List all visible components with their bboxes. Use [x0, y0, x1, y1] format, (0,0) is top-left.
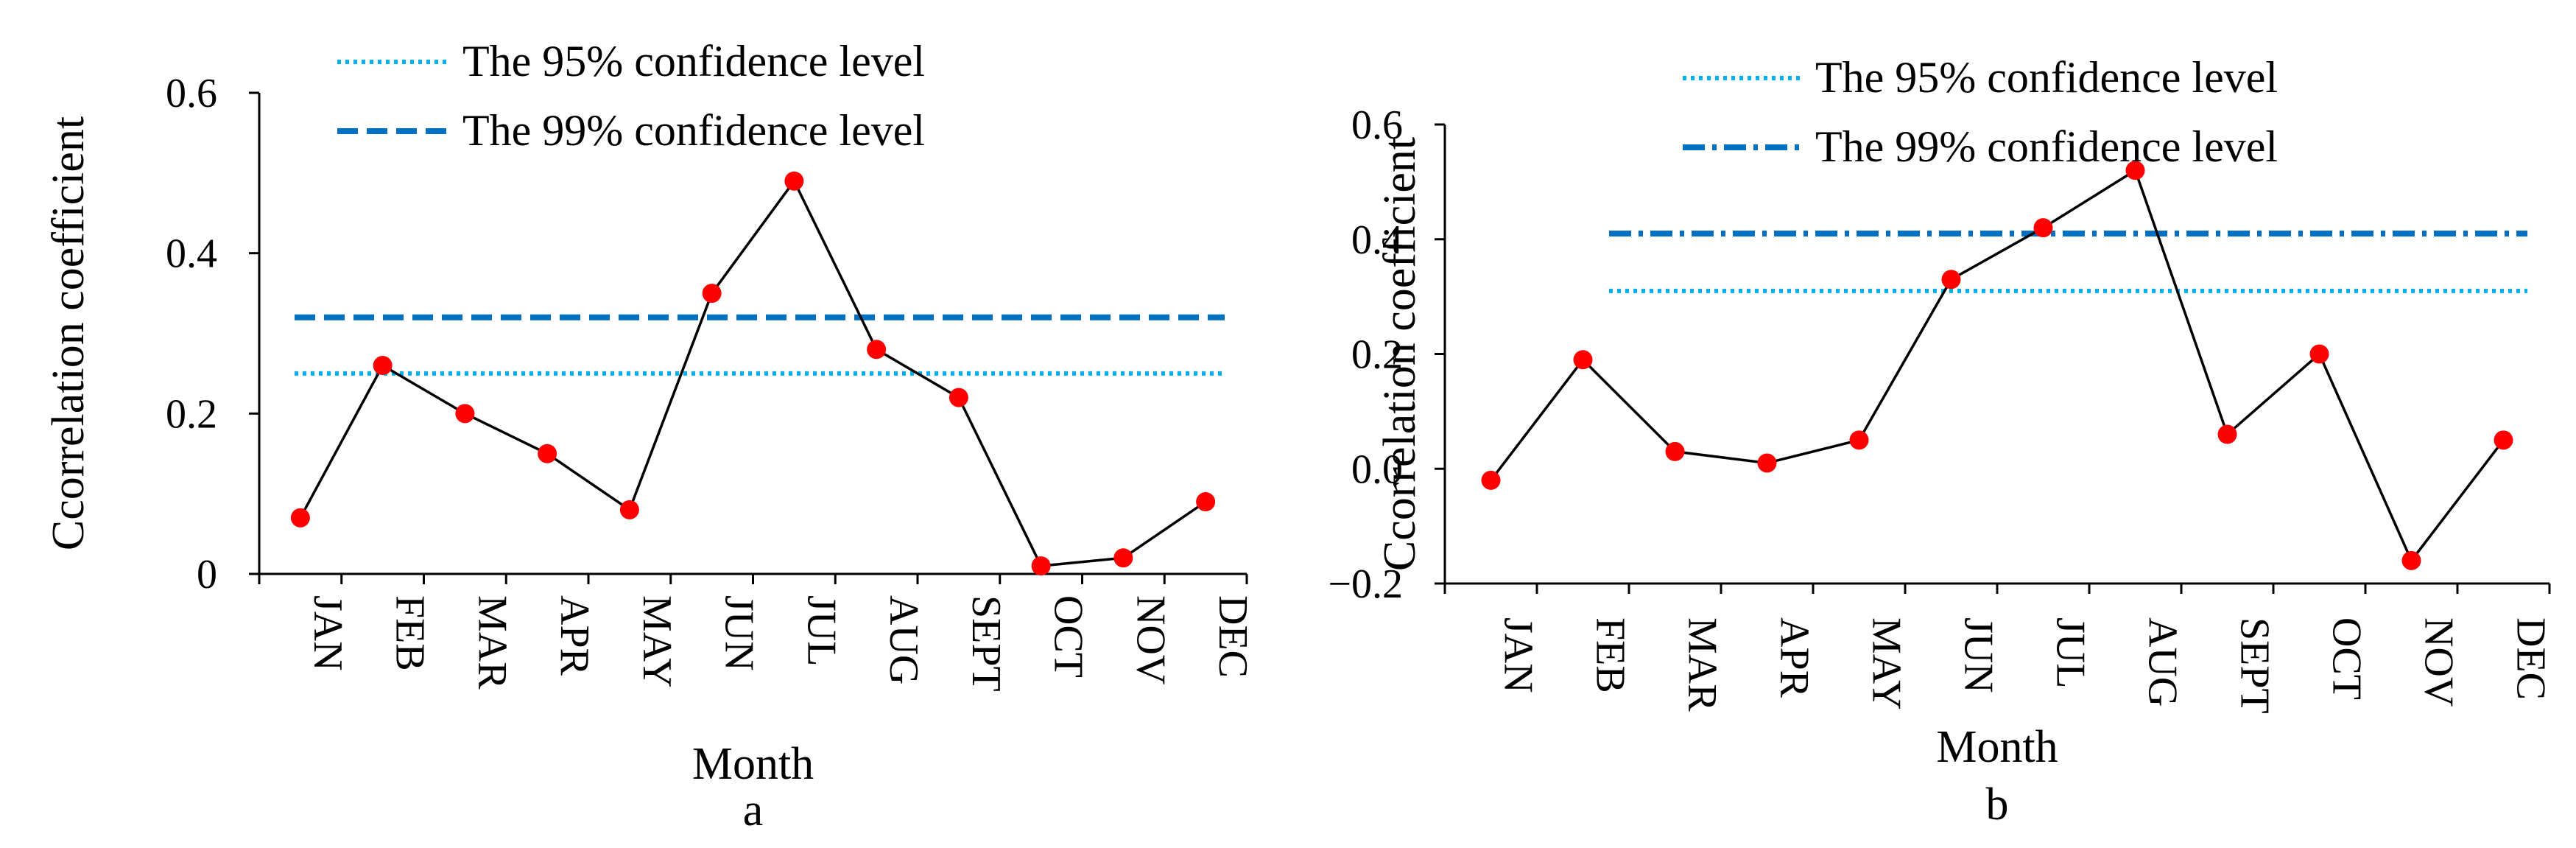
- data-point: [1481, 470, 1501, 490]
- y-axis-title: Ccorrelation coefficient: [43, 116, 94, 550]
- x-tick-label: AUG: [2140, 617, 2186, 707]
- data-point: [784, 171, 804, 191]
- x-tick-label: NOV: [1127, 595, 1173, 684]
- y-tick-label: 0.6: [1351, 102, 1403, 148]
- y-tick-label: 0: [197, 552, 217, 598]
- y-axis-title: Ccorrelation coefficient: [1375, 137, 1425, 571]
- data-point: [455, 404, 475, 424]
- data-point: [702, 284, 722, 304]
- panel-label: a: [743, 785, 764, 835]
- y-tick-label: 0.2: [166, 391, 217, 437]
- x-tick-label: JUN: [1956, 617, 2002, 693]
- data-point: [2401, 550, 2421, 570]
- series-line: [299, 178, 1207, 567]
- data-point: [2033, 218, 2053, 238]
- chart-panel-a: 0 0.2 0.4 0.6 JAN FEB MAR APR MAY JUN JUL AUG SEPT OC…: [43, 37, 1256, 835]
- x-axis-title: Month: [692, 739, 814, 789]
- x-tick-label: JAN: [1496, 617, 1541, 693]
- data-point: [2125, 161, 2145, 181]
- x-tick-label: MAR: [469, 595, 515, 690]
- x-tick-label: DEC: [1210, 595, 1256, 678]
- data-point: [2494, 430, 2513, 450]
- data-point: [1757, 453, 1777, 473]
- x-tick-label: JAN: [305, 595, 351, 671]
- x-tick-label: JUN: [717, 595, 762, 671]
- x-tick-label: JUL: [2048, 617, 2094, 688]
- data-point: [2217, 424, 2237, 444]
- x-tick-label: JUL: [798, 595, 844, 666]
- series-line: [1490, 168, 2505, 564]
- y-tick-label: 0.6: [166, 71, 217, 116]
- x-tick-label: MAR: [1680, 617, 1725, 712]
- data-point: [538, 444, 557, 463]
- x-axis-title: Month: [1936, 722, 2058, 772]
- y-tick-label: 0.2: [1351, 332, 1403, 378]
- panel-label: b: [1986, 779, 2009, 830]
- chart-panel-b: −0.2 0.0 0.2 0.4 0.6 JAN FEB MAR APR MAY JUN JUL AUG…: [1328, 53, 2553, 830]
- y-tick-label: 0.4: [1351, 217, 1403, 263]
- x-tick-label: AUG: [881, 595, 926, 684]
- y-tick-label: 0.0: [1351, 446, 1403, 492]
- data-point: [290, 508, 310, 528]
- x-tick-label: APR: [1772, 617, 1817, 698]
- legend-label: The 95% confidence level: [1815, 53, 2278, 102]
- data-point: [1031, 556, 1051, 576]
- data-point: [619, 500, 639, 519]
- data-point: [949, 388, 968, 407]
- x-tick-label: MAY: [634, 595, 680, 688]
- data-point: [1941, 270, 1961, 290]
- data-point: [2309, 344, 2329, 364]
- data-point: [867, 340, 887, 360]
- x-tick-label: NOV: [2416, 617, 2462, 707]
- x-tick-label: DEC: [2508, 617, 2554, 700]
- y-tick-label: 0.4: [166, 231, 217, 277]
- x-tick-label: FEB: [387, 595, 433, 671]
- data-point: [1196, 492, 1216, 512]
- data-point: [1665, 441, 1685, 461]
- legend-label: The 99% confidence level: [1815, 122, 2278, 171]
- data-point: [373, 356, 393, 376]
- legend-label: The 95% confidence level: [462, 37, 925, 85]
- y-tick-label: −0.2: [1328, 561, 1403, 607]
- legend-label: The 99% confidence level: [462, 106, 925, 155]
- data-point: [1573, 350, 1593, 370]
- x-tick-label: MAY: [1864, 617, 1910, 710]
- x-tick-label: SEPT: [963, 595, 1009, 692]
- data-point: [1113, 548, 1133, 568]
- x-tick-label: SEPT: [2232, 617, 2278, 714]
- x-tick-label: OCT: [1046, 595, 1091, 678]
- x-tick-label: FEB: [1588, 617, 1633, 693]
- data-point: [1849, 430, 1869, 450]
- x-tick-label: OCT: [2324, 617, 2370, 700]
- x-tick-label: APR: [552, 595, 597, 676]
